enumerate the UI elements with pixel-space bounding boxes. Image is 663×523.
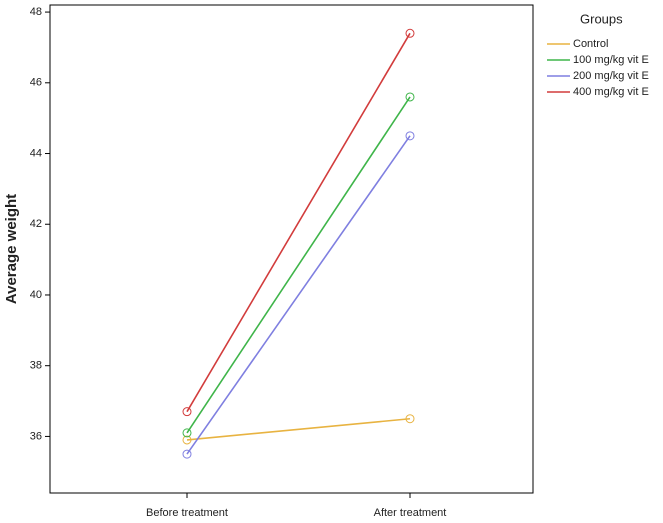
legend-label: 100 mg/kg vit E xyxy=(573,54,649,66)
y-tick-label: 42 xyxy=(30,218,42,230)
legend-label: Control xyxy=(573,38,608,50)
point xyxy=(182,435,192,445)
y-axis-title: Average weight xyxy=(3,194,20,304)
point xyxy=(182,428,192,438)
x-tick-label: Before treatment xyxy=(146,507,228,519)
y-tick-label: 48 xyxy=(30,6,42,18)
point xyxy=(405,92,415,102)
y-tick-label: 38 xyxy=(30,360,42,372)
y-tick-label: 36 xyxy=(30,430,42,442)
legend-label: 200 mg/kg vit E xyxy=(573,70,649,82)
plot-frame xyxy=(49,4,534,494)
y-tick-label: 40 xyxy=(30,289,42,301)
point xyxy=(405,131,415,141)
point xyxy=(182,449,192,459)
legend-label: 400 mg/kg vit E xyxy=(573,86,649,98)
point xyxy=(182,407,192,417)
y-tick-label: 44 xyxy=(30,147,42,159)
point xyxy=(405,414,415,424)
x-tick-label: After treatment xyxy=(374,507,447,519)
y-tick-label: 46 xyxy=(30,77,42,89)
series-line xyxy=(186,135,411,455)
point xyxy=(405,28,415,38)
series-line xyxy=(186,32,411,413)
series-line xyxy=(186,417,411,441)
series-line xyxy=(186,96,411,434)
legend-title: Groups xyxy=(580,11,623,26)
